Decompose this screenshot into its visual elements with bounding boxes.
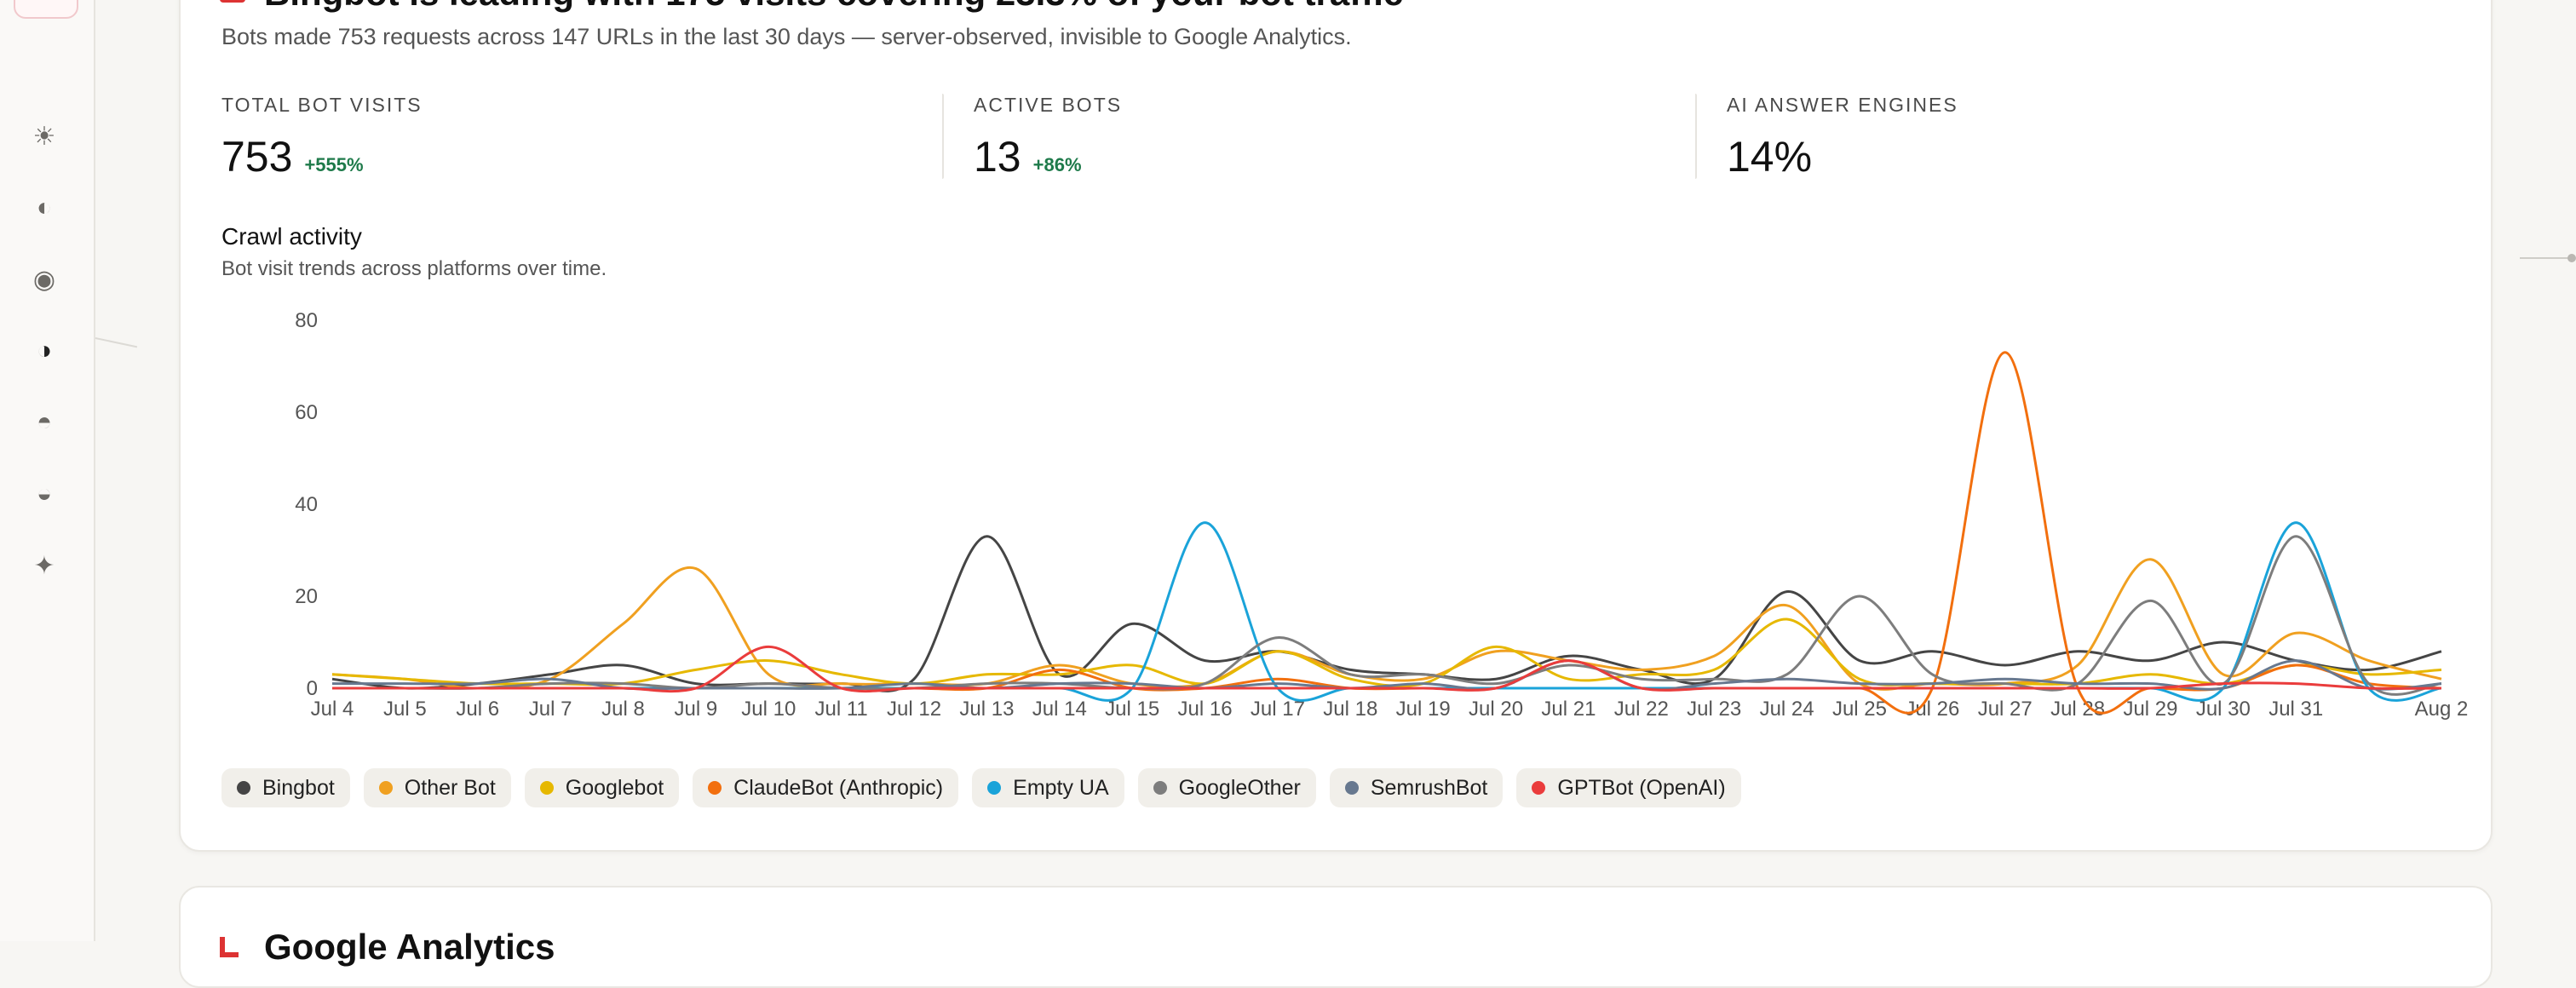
x-tick-label: Jul 8 bbox=[601, 698, 645, 721]
target-icon[interactable]: ◉ bbox=[32, 265, 56, 294]
legend-item[interactable]: SemrushBot bbox=[1329, 768, 1504, 807]
contrast-icon[interactable]: ◑ bbox=[36, 336, 53, 365]
google-analytics-title-row: Google Analytics bbox=[220, 927, 555, 968]
y-tick-label: 0 bbox=[307, 677, 318, 700]
x-tick-label: Jul 29 bbox=[2123, 698, 2177, 721]
legend-item[interactable]: Bingbot bbox=[221, 768, 350, 807]
x-tick-label: Jul 24 bbox=[1760, 698, 1814, 721]
x-tick-label: Jul 25 bbox=[1832, 698, 1887, 721]
series-line-bingbot bbox=[331, 535, 2442, 692]
legend-label: GoogleOther bbox=[1178, 775, 1301, 800]
series-line-semrushbot bbox=[331, 659, 2442, 691]
y-tick-label: 20 bbox=[295, 585, 318, 608]
legend-label: Googlebot bbox=[565, 775, 664, 800]
bot-traffic-card bbox=[179, 0, 2493, 852]
x-tick-label: Jul 31 bbox=[2268, 698, 2323, 721]
stat-divider bbox=[940, 94, 944, 179]
sparkle-icon[interactable]: ✦ bbox=[33, 551, 55, 580]
x-tick-label: Jul 23 bbox=[1687, 698, 1741, 721]
legend-label: Empty UA bbox=[1013, 775, 1109, 800]
analytics-icon bbox=[220, 937, 239, 957]
x-tick-label: Jul 10 bbox=[741, 698, 796, 721]
headline-row: Bingbot is leading with 175 visits cover… bbox=[220, 0, 1403, 13]
alert-badge-icon bbox=[220, 0, 245, 3]
legend-dot bbox=[987, 781, 1002, 795]
stat-label: ACTIVE BOTS bbox=[974, 94, 1123, 116]
sidebar-top-button[interactable] bbox=[14, 0, 78, 19]
legend-dot bbox=[1532, 781, 1546, 795]
legend-dot bbox=[539, 781, 554, 795]
legend-item[interactable]: ClaudeBot (Anthropic) bbox=[693, 768, 959, 807]
stat-divider bbox=[1693, 94, 1697, 179]
x-tick-label: Jul 11 bbox=[815, 698, 868, 721]
connector-line-right bbox=[2520, 257, 2571, 259]
x-tick-label: Jul 5 bbox=[383, 698, 427, 721]
stat-value: 14% bbox=[1727, 133, 1813, 181]
google-analytics-title: Google Analytics bbox=[264, 927, 555, 967]
legend-dot bbox=[237, 781, 250, 795]
x-tick-label: Jul 17 bbox=[1251, 698, 1305, 721]
legend-label: Bingbot bbox=[262, 775, 335, 800]
x-tick-label: Jul 14 bbox=[1032, 698, 1087, 721]
stat-value: 13 bbox=[974, 133, 1021, 181]
stat-label: AI ANSWER ENGINES bbox=[1727, 94, 1958, 116]
y-tick-label: 80 bbox=[295, 309, 318, 332]
stat-ai-answer-engines: AI ANSWER ENGINES 14% bbox=[1727, 94, 1958, 181]
legend-label: GPTBot (OpenAI) bbox=[1557, 775, 1726, 800]
headline-subtitle: Bots made 753 requests across 147 URLs i… bbox=[221, 24, 1352, 49]
legend-item[interactable]: GoogleOther bbox=[1137, 768, 1316, 807]
x-tick-label: Jul 4 bbox=[311, 698, 354, 721]
x-tick-label: Jul 6 bbox=[456, 698, 499, 721]
headline: Bingbot is leading with 175 visits cover… bbox=[264, 0, 1403, 14]
x-tick-label: Jul 27 bbox=[1978, 698, 2033, 721]
x-tick-label: Jul 16 bbox=[1178, 698, 1233, 721]
x-tick-label: Jul 19 bbox=[1396, 698, 1451, 721]
x-tick-label: Jul 30 bbox=[2196, 698, 2251, 721]
legend-dot bbox=[1153, 781, 1167, 795]
sidebar: ☀ ◐ ◉ ◑ ◓ ◒ ✦ bbox=[0, 0, 95, 941]
x-tick-label: Jul 12 bbox=[887, 698, 941, 721]
x-tick-label: Jul 18 bbox=[1323, 698, 1377, 721]
y-tick-label: 60 bbox=[295, 401, 318, 424]
legend-label: ClaudeBot (Anthropic) bbox=[733, 775, 944, 800]
crawl-activity-chart: 0 20 40 60 80 Jul 4 Jul 5 Jul 6 Jul 7 Jul 8 Jul 9 J… bbox=[295, 309, 2469, 721]
connector-dot bbox=[2567, 254, 2576, 262]
sun-icon[interactable]: ☀ bbox=[32, 122, 56, 151]
stat-total-bot-visits: TOTAL BOT VISITS 753 +555% bbox=[221, 94, 423, 181]
legend-item[interactable]: Googlebot bbox=[524, 768, 680, 807]
series-line-other-bot bbox=[331, 558, 2442, 691]
x-tick-label: Jul 20 bbox=[1469, 698, 1523, 721]
x-tick-label: Aug 2 bbox=[2415, 698, 2469, 721]
stat-active-bots: ACTIVE BOTS 13 +86% bbox=[974, 94, 1122, 181]
legend-dot bbox=[378, 781, 393, 795]
x-tick-label: Jul 21 bbox=[1541, 698, 1596, 721]
legend-item[interactable]: Empty UA bbox=[972, 768, 1124, 807]
half-circle-bottom-icon[interactable]: ◒ bbox=[36, 480, 53, 508]
x-tick-label: Jul 13 bbox=[959, 698, 1014, 721]
stat-value: 753 bbox=[221, 133, 293, 181]
legend-label: SemrushBot bbox=[1370, 775, 1488, 800]
x-tick-label: Jul 28 bbox=[2050, 698, 2105, 721]
y-tick-label: 40 bbox=[295, 493, 318, 516]
x-tick-label: Jul 9 bbox=[675, 698, 718, 721]
x-tick-label: Jul 15 bbox=[1105, 698, 1159, 721]
stat-delta: +555% bbox=[304, 154, 364, 175]
half-circle-left-icon[interactable]: ◐ bbox=[36, 193, 53, 221]
chart-subtitle: Bot visit trends across platforms over t… bbox=[221, 257, 607, 280]
chart-title: Crawl activity bbox=[221, 223, 362, 250]
legend-dot bbox=[1344, 781, 1359, 795]
legend-item[interactable]: GPTBot (OpenAI) bbox=[1516, 768, 1741, 807]
x-tick-label: Jul 7 bbox=[529, 698, 572, 721]
chart-legend: Bingbot Other Bot Googlebot ClaudeBot (Anth… bbox=[221, 768, 1741, 807]
x-tick-label: Jul 22 bbox=[1614, 698, 1669, 721]
x-tick-label: Jul 26 bbox=[1905, 698, 1959, 721]
legend-label: Other Bot bbox=[404, 775, 496, 800]
half-circle-top-icon[interactable]: ◓ bbox=[36, 408, 53, 436]
stat-label: TOTAL BOT VISITS bbox=[221, 94, 423, 116]
legend-dot bbox=[708, 781, 722, 795]
series-line-gptbot-openai bbox=[331, 645, 2442, 693]
stat-delta: +86% bbox=[1032, 154, 1082, 175]
legend-item[interactable]: Other Bot bbox=[363, 768, 511, 807]
